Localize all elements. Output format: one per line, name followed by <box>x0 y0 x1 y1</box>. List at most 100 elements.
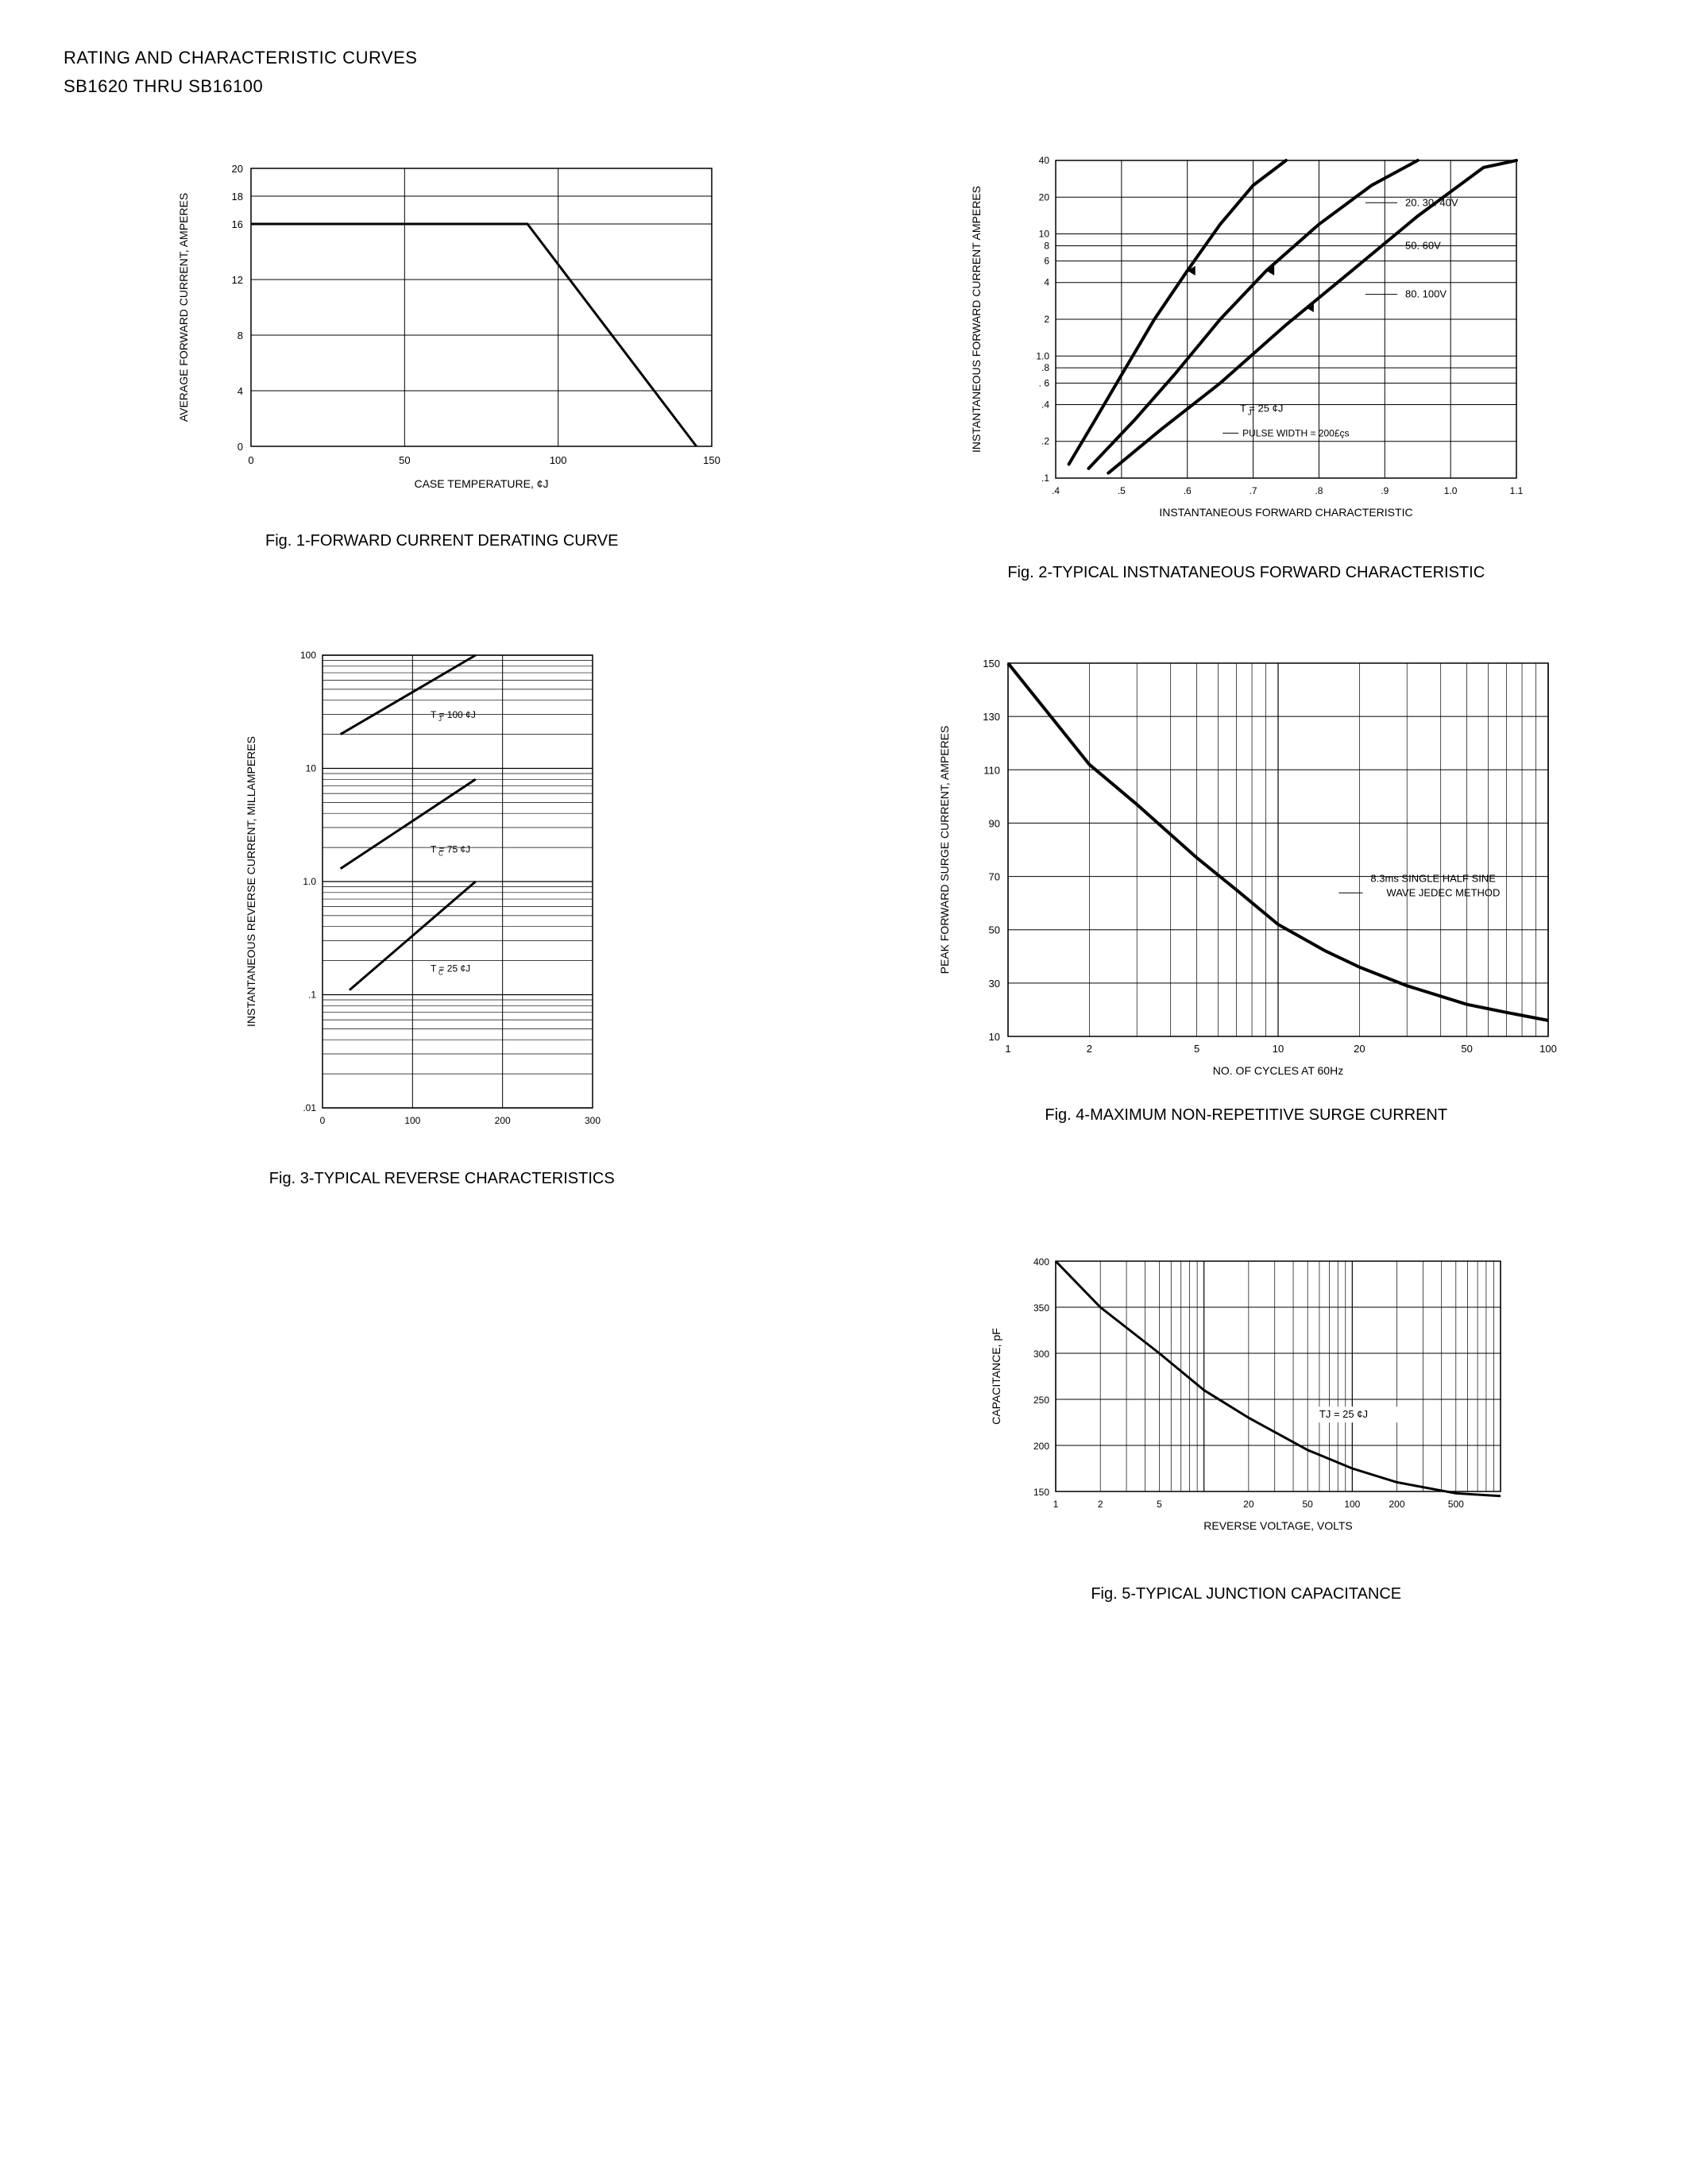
svg-text:8: 8 <box>238 330 243 341</box>
fig3-caption: Fig. 3-TYPICAL REVERSE CHARACTERISTICS <box>269 1167 615 1190</box>
fig3-chart: 0100200300.01.11.010100T = 100 ¢JJT = 75… <box>219 639 664 1148</box>
fig5-cell: 1502002503003504001252050100200500TJ = 2… <box>868 1245 1625 1605</box>
svg-text:.5: .5 <box>1118 485 1126 496</box>
svg-text:1: 1 <box>1005 1043 1010 1055</box>
svg-text:100: 100 <box>1344 1499 1360 1510</box>
svg-text:10: 10 <box>988 1031 999 1043</box>
svg-text:5: 5 <box>1157 1499 1162 1510</box>
svg-text:4: 4 <box>238 385 243 397</box>
svg-text:50: 50 <box>1461 1043 1472 1055</box>
svg-text:1: 1 <box>1053 1499 1058 1510</box>
svg-text:.4: .4 <box>1052 485 1060 496</box>
svg-text:CASE TEMPERATURE, ¢J: CASE TEMPERATURE, ¢J <box>415 477 549 490</box>
svg-text:20. 30. 40V: 20. 30. 40V <box>1405 196 1458 208</box>
svg-text:80. 100V: 80. 100V <box>1405 288 1447 300</box>
svg-text:INSTANTANEOUS REVERSE CURRENT,: INSTANTANEOUS REVERSE CURRENT, MILLAMPER… <box>245 736 257 1027</box>
svg-text:100: 100 <box>1539 1043 1557 1055</box>
svg-text:.8: .8 <box>1041 362 1049 373</box>
svg-text:T = 25 ¢J: T = 25 ¢J <box>1240 402 1283 414</box>
svg-text:J: J <box>438 716 442 723</box>
svg-text:50: 50 <box>1302 1499 1313 1510</box>
svg-text:20: 20 <box>1038 191 1049 203</box>
svg-text:200: 200 <box>1033 1441 1049 1452</box>
svg-text:150: 150 <box>1033 1487 1049 1498</box>
svg-text:100: 100 <box>550 454 567 466</box>
svg-text:70: 70 <box>988 871 999 883</box>
svg-text:300: 300 <box>585 1115 601 1126</box>
svg-text:4: 4 <box>1044 277 1049 288</box>
fig4-chart: 10305070901101301501251020501008.3ms SIN… <box>913 639 1580 1084</box>
svg-text:. 6: . 6 <box>1038 377 1049 388</box>
svg-text:1.0: 1.0 <box>1444 485 1458 496</box>
svg-text:400: 400 <box>1033 1256 1049 1268</box>
fig2-caption: Fig. 2-TYPICAL INSTNATANEOUS FORWARD CHA… <box>1007 561 1485 584</box>
svg-text:.2: .2 <box>1041 436 1049 447</box>
charts-grid: 05010015004812161820CASE TEMPERATURE, ¢J… <box>64 145 1624 1605</box>
svg-text:.1: .1 <box>308 990 316 1001</box>
svg-text:150: 150 <box>703 454 720 466</box>
svg-text:.7: .7 <box>1249 485 1257 496</box>
svg-text:20: 20 <box>1354 1043 1365 1055</box>
svg-text:T = 75 ¢J: T = 75 ¢J <box>431 844 470 855</box>
fig1-chart: 05010015004812161820CASE TEMPERATURE, ¢J… <box>156 145 728 510</box>
svg-text:150: 150 <box>983 658 1000 669</box>
svg-text:.9: .9 <box>1381 485 1389 496</box>
svg-text:6: 6 <box>1044 256 1049 267</box>
svg-text:NO. OF CYCLES AT 60Hz: NO. OF CYCLES AT 60Hz <box>1213 1064 1343 1077</box>
fig5-chart: 1502002503003504001252050100200500TJ = 2… <box>960 1245 1532 1563</box>
svg-text:100: 100 <box>405 1115 421 1126</box>
svg-text:2: 2 <box>1098 1499 1103 1510</box>
fig4-cell: 10305070901101301501251020501008.3ms SIN… <box>868 639 1625 1126</box>
svg-text:.1: .1 <box>1041 473 1049 484</box>
svg-text:20: 20 <box>232 163 243 175</box>
svg-text:1.1: 1.1 <box>1509 485 1523 496</box>
svg-text:TJ = 25 ¢J: TJ = 25 ¢J <box>1319 1408 1368 1420</box>
svg-text:T = 100 ¢J: T = 100 ¢J <box>431 709 476 720</box>
svg-text:100: 100 <box>300 650 316 661</box>
svg-text:.4: .4 <box>1041 399 1049 410</box>
svg-text:350: 350 <box>1033 1302 1049 1314</box>
fig3-cell: 0100200300.01.11.010100T = 100 ¢JJT = 75… <box>64 639 821 1190</box>
svg-text:50: 50 <box>988 924 999 936</box>
svg-text:.01: .01 <box>303 1102 317 1113</box>
svg-text:300: 300 <box>1033 1349 1049 1360</box>
svg-text:T = 25 ¢J: T = 25 ¢J <box>431 963 470 974</box>
fig1-caption: Fig. 1-FORWARD CURRENT DERATING CURVE <box>265 530 618 552</box>
svg-text:1.0: 1.0 <box>303 876 317 887</box>
svg-text:5: 5 <box>1194 1043 1199 1055</box>
fig4-caption: Fig. 4-MAXIMUM NON-REPETITIVE SURGE CURR… <box>1045 1104 1447 1126</box>
svg-text:30: 30 <box>988 978 999 990</box>
svg-text:16: 16 <box>232 218 243 230</box>
svg-text:CAPACITANCE, pF: CAPACITANCE, pF <box>990 1328 1002 1425</box>
svg-text:12: 12 <box>232 274 243 286</box>
fig2-cell: .4.5.6.7.8.91.01.1.1.2.4. 6.81.024681020… <box>868 145 1625 584</box>
svg-text:40: 40 <box>1038 155 1049 166</box>
svg-text:C: C <box>438 851 443 858</box>
header-line-1: RATING AND CHARACTERISTIC CURVES <box>64 48 1624 68</box>
svg-text:PULSE WIDTH = 200£çs: PULSE WIDTH = 200£çs <box>1242 427 1349 438</box>
page-header: RATING AND CHARACTERISTIC CURVES SB1620 … <box>64 48 1624 97</box>
svg-text:0: 0 <box>238 441 243 453</box>
svg-text:18: 18 <box>232 191 243 203</box>
svg-text:10: 10 <box>1038 229 1049 240</box>
svg-text:50. 60V: 50. 60V <box>1405 239 1441 251</box>
svg-text:130: 130 <box>983 711 1000 723</box>
svg-text:REVERSE VOLTAGE, VOLTS: REVERSE VOLTAGE, VOLTS <box>1203 1519 1353 1532</box>
svg-text:10: 10 <box>306 763 317 774</box>
svg-text:J: J <box>1248 408 1252 416</box>
svg-text:.6: .6 <box>1183 485 1191 496</box>
svg-text:PEAK FORWARD SURGE CURRENT, AM: PEAK FORWARD SURGE CURRENT, AMPERES <box>938 726 951 974</box>
svg-text:8: 8 <box>1044 240 1049 251</box>
svg-text:0: 0 <box>320 1115 326 1126</box>
header-line-2: SB1620 THRU SB16100 <box>64 76 1624 97</box>
svg-text:110: 110 <box>983 764 1000 776</box>
fig1-cell: 05010015004812161820CASE TEMPERATURE, ¢J… <box>64 145 821 552</box>
svg-text:INSTANTANEOUS FORWARD CURRENT: INSTANTANEOUS FORWARD CURRENT AMPERES <box>970 186 983 453</box>
svg-text:500: 500 <box>1448 1499 1464 1510</box>
svg-text:0: 0 <box>249 454 254 466</box>
svg-text:INSTANTANEOUS FORWARD CHARACTE: INSTANTANEOUS FORWARD CHARACTERISTIC <box>1159 506 1412 519</box>
svg-text:.8: .8 <box>1315 485 1323 496</box>
fig5-caption: Fig. 5-TYPICAL JUNCTION CAPACITANCE <box>1091 1583 1401 1605</box>
svg-text:WAVE JEDEC METHOD: WAVE JEDEC METHOD <box>1386 886 1500 898</box>
svg-text:200: 200 <box>1389 1499 1404 1510</box>
